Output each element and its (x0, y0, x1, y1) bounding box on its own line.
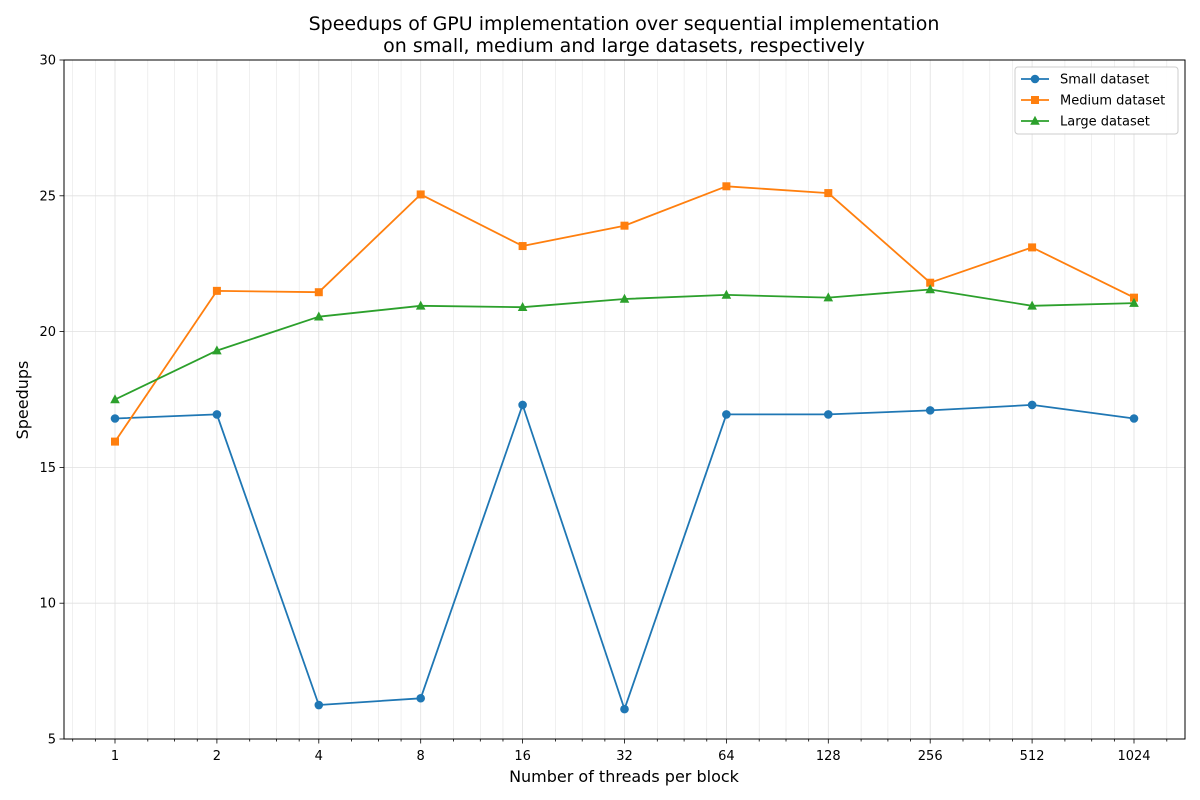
data-point-small-dataset (722, 410, 731, 419)
data-point-small-dataset (1027, 400, 1037, 410)
data-point-small-dataset (110, 414, 120, 423)
x-tick-label: 1 (111, 749, 119, 764)
data-point-small-dataset (518, 400, 527, 410)
data-point-small-dataset (824, 410, 833, 419)
y-tick-label: 20 (39, 325, 56, 340)
y-tick-label: 15 (39, 461, 56, 476)
y-axis-label: Speedups (13, 361, 32, 440)
data-point-medium-dataset (926, 278, 935, 287)
data-point-small-dataset (925, 406, 935, 415)
data-point-large-dataset (925, 284, 935, 294)
legend-marker-small-dataset (1030, 74, 1040, 84)
y-tick-label: 10 (39, 597, 56, 612)
data-point-medium-dataset (314, 288, 323, 297)
x-tick-label: 16 (514, 749, 531, 764)
data-point-medium-dataset (518, 242, 527, 251)
y-tick-label: 5 (48, 733, 56, 748)
x-tick-label: 256 (918, 749, 943, 764)
data-point-medium-dataset (722, 182, 731, 191)
data-point-large-dataset (1129, 297, 1139, 307)
x-tick-label: 128 (816, 749, 841, 764)
x-tick-label: 4 (315, 749, 323, 764)
series-layer (110, 182, 1139, 714)
legend-label-small-dataset: Small dataset (1060, 73, 1149, 88)
series-large-dataset (110, 284, 1139, 404)
ticks-layer: 1 2 4 8 16 32 64 128 256 512 1024 5 10 15 20 25 30 (39, 54, 1168, 764)
x-axis-label: Number of threads per block (509, 767, 740, 786)
legend-items: Small dataset Medium dataset Large dataset (1021, 73, 1165, 130)
chart-title: Speedups of GPU implementation over sequ… (309, 13, 940, 35)
data-point-large-dataset (212, 345, 222, 355)
data-point-large-dataset (314, 311, 324, 321)
data-point-large-dataset (619, 293, 630, 303)
data-point-large-dataset (721, 289, 732, 299)
data-point-large-dataset (823, 292, 834, 302)
x-tick-label: 64 (718, 749, 735, 764)
y-tick-label: 25 (39, 189, 56, 204)
legend-marker-large-dataset (1030, 115, 1040, 125)
data-point-small-dataset (620, 704, 629, 714)
data-point-large-dataset (1027, 300, 1037, 310)
data-point-small-dataset (1129, 414, 1139, 423)
data-point-large-dataset (110, 394, 120, 404)
data-point-small-dataset (314, 700, 324, 710)
legend-marker-medium-dataset (1031, 96, 1039, 104)
data-point-large-dataset (517, 302, 528, 311)
data-point-medium-dataset (212, 286, 221, 295)
data-point-small-dataset (416, 693, 426, 703)
x-tick-label: 512 (1020, 749, 1045, 764)
data-point-medium-dataset (620, 221, 629, 230)
chart-subtitle: on small, medium and large datasets, res… (383, 35, 865, 57)
data-point-medium-dataset (1028, 243, 1037, 252)
legend: Small dataset Medium dataset Large dataset (1014, 66, 1179, 135)
series-small-dataset (110, 400, 1139, 714)
data-point-medium-dataset (416, 190, 425, 199)
y-tick-label: 30 (39, 54, 56, 69)
x-tick-label: 32 (616, 749, 633, 764)
legend-box (1014, 66, 1179, 135)
data-point-large-dataset (415, 300, 426, 310)
x-tick-label: 1024 (1117, 749, 1150, 764)
x-tick-label: 8 (417, 749, 425, 764)
data-point-small-dataset (212, 410, 222, 419)
legend-label-large-dataset: Large dataset (1060, 115, 1150, 130)
series-medium-dataset (111, 182, 1138, 446)
legend-label-medium-dataset: Medium dataset (1060, 94, 1165, 109)
data-point-medium-dataset (824, 189, 833, 198)
data-point-medium-dataset (111, 437, 119, 446)
x-tick-label: 2 (213, 749, 221, 764)
grid-layer (64, 59, 1185, 740)
data-point-medium-dataset (1130, 293, 1138, 302)
